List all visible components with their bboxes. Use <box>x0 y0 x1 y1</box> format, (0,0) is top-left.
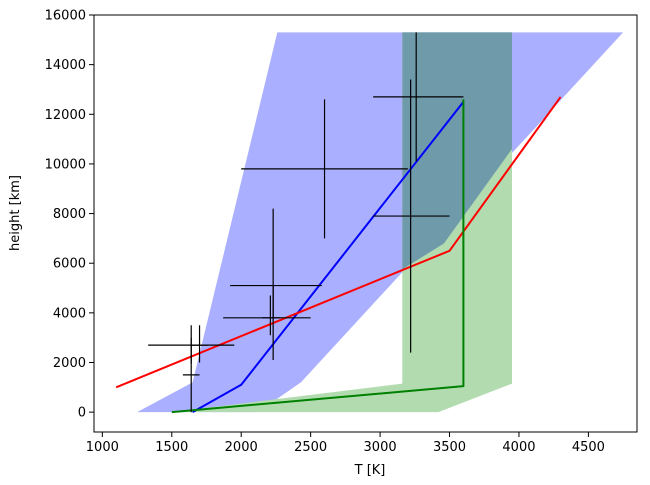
x-tick-label-3000: 3000 <box>364 440 397 455</box>
band-0 <box>137 32 624 413</box>
y-tick-label-4000: 4000 <box>53 306 86 321</box>
axes-layer <box>93 14 638 433</box>
x-tick-label-2500: 2500 <box>294 440 327 455</box>
x-tick-label-2000: 2000 <box>225 440 258 455</box>
y-tick-label-12000: 12000 <box>45 108 86 123</box>
x-tick-label-1500: 1500 <box>155 440 188 455</box>
y-tick-label-2000: 2000 <box>53 356 86 371</box>
y-tick-label-6000: 6000 <box>53 257 86 272</box>
bands-layer <box>137 32 624 413</box>
x-tick-label-4500: 4500 <box>572 440 605 455</box>
band-2 <box>402 32 512 270</box>
ticks-layer: 1000 1500 2000 2500 3000 3500 4000 4500 0 2000 400… <box>45 9 605 456</box>
y-tick-label-0: 0 <box>78 406 86 421</box>
series-line-blue_line <box>192 101 465 413</box>
errors-layer <box>148 32 464 413</box>
y-tick-label-16000: 16000 <box>45 9 86 24</box>
y-tick-label-14000: 14000 <box>45 58 86 73</box>
x-tick-label-1000: 1000 <box>86 440 119 455</box>
x-tick-label-3500: 3500 <box>433 440 466 455</box>
plot-frame <box>93 14 638 433</box>
lines-layer <box>115 96 562 414</box>
y-axis-label: height [km] <box>8 175 23 251</box>
x-axis-label: T [K] <box>354 463 386 478</box>
y-tick-label-8000: 8000 <box>53 207 86 222</box>
y-tick-label-10000: 10000 <box>45 157 86 172</box>
x-tick-label-4000: 4000 <box>502 440 535 455</box>
series-line-green_line <box>171 99 465 414</box>
series-line-red_line <box>115 96 562 389</box>
